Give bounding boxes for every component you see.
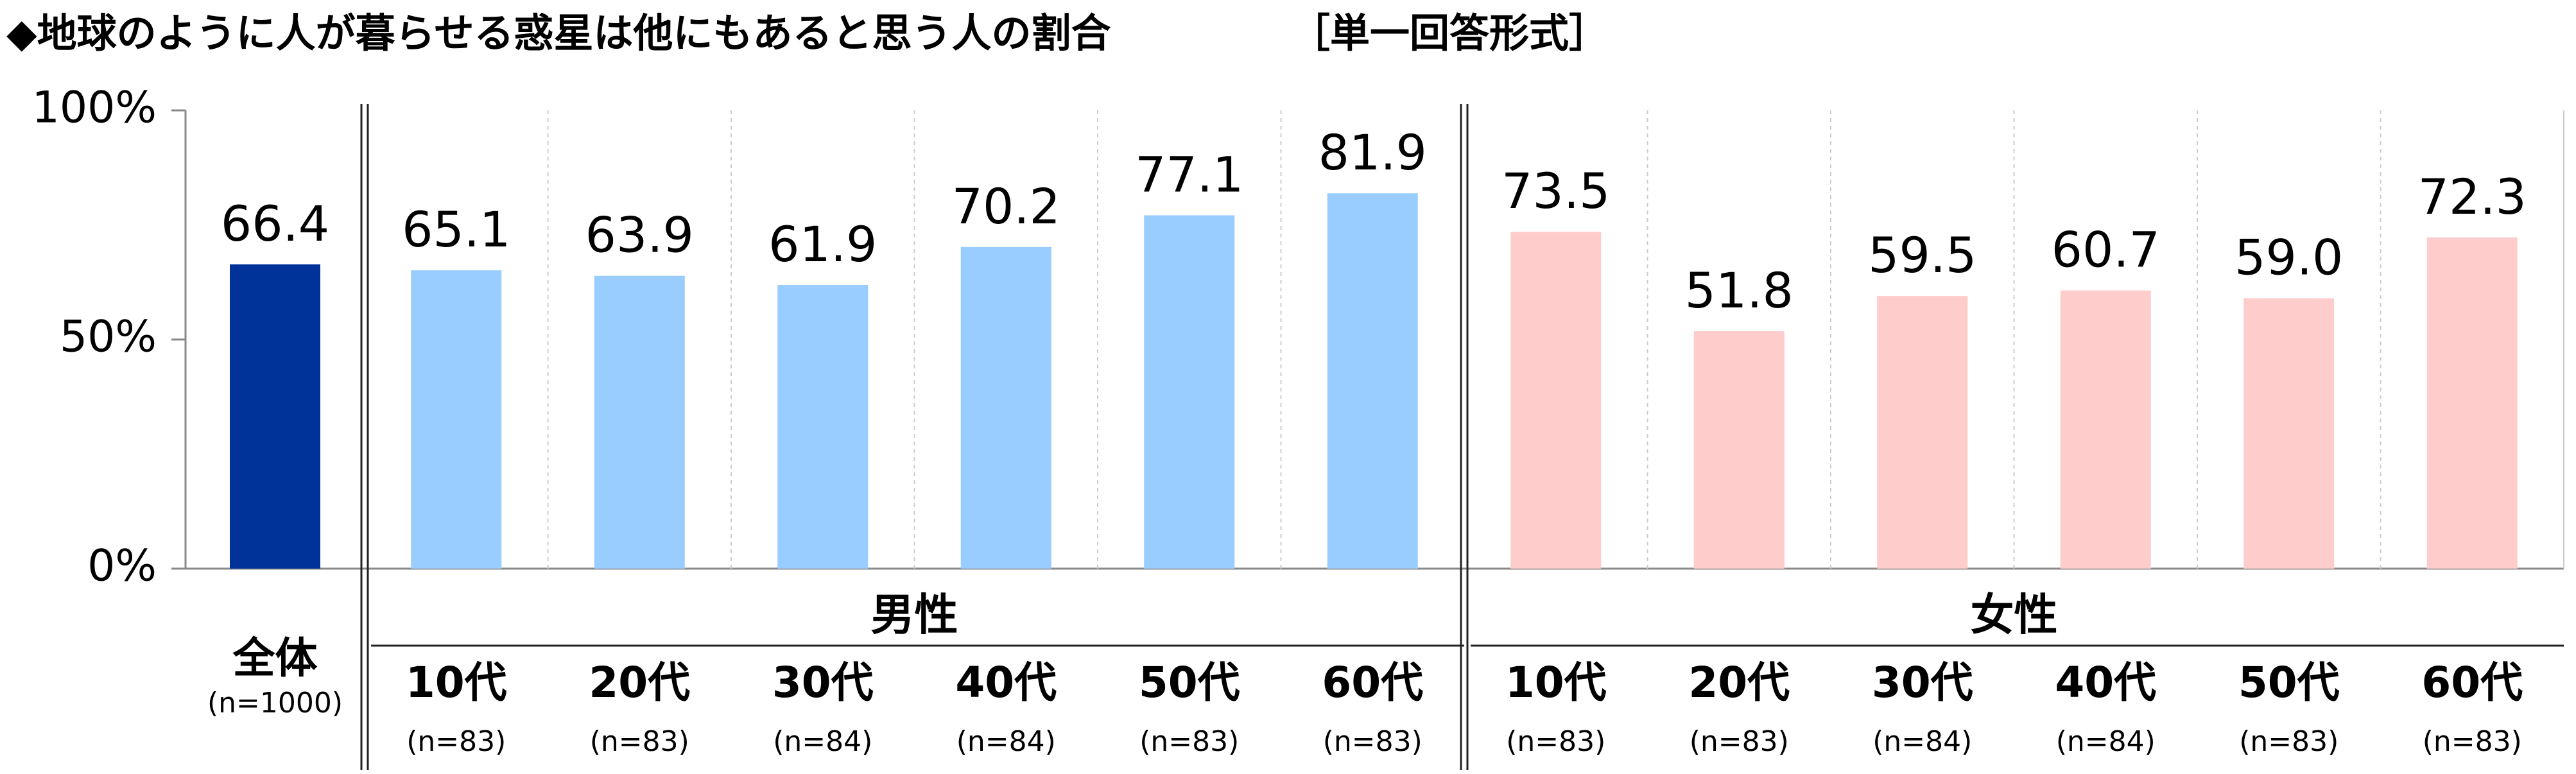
y-tick-label: 100% [32, 83, 157, 133]
sample-size: (n=83) [406, 725, 506, 758]
category-label: 60代 [1322, 658, 1423, 707]
value-label: 59.0 [2235, 229, 2343, 286]
sample-size: (n=84) [2056, 725, 2156, 758]
sample-size: (n=83) [590, 725, 689, 758]
sample-size: (n=83) [2239, 725, 2338, 758]
chart-subtitle: ［単一回答形式］ [1290, 10, 1609, 56]
value-label: 51.8 [1685, 262, 1794, 319]
bar [2243, 298, 2335, 569]
sample-size: (n=83) [1506, 725, 1605, 758]
category-label: 10代 [1505, 658, 1607, 707]
category-label: 全体 [232, 633, 318, 683]
category-label: 50代 [1139, 658, 1240, 707]
bar [1693, 331, 1785, 569]
bar [1877, 296, 1968, 569]
value-label: 65.1 [402, 201, 510, 258]
category-label: 20代 [1688, 658, 1790, 707]
bar [2060, 290, 2151, 569]
value-label: 72.3 [2418, 168, 2527, 225]
sample-size: (n=84) [956, 725, 1056, 758]
y-tick-label: 50% [60, 312, 157, 363]
category-label: 30代 [772, 658, 874, 707]
bar [1510, 232, 1602, 569]
group-label: 男性 [870, 590, 958, 641]
value-label: 61.9 [768, 216, 877, 273]
sample-size: (n=83) [1323, 725, 1422, 758]
sample-size: (n=83) [1139, 725, 1239, 758]
category-label: 10代 [406, 658, 507, 707]
bar [1327, 193, 1418, 569]
value-label: 70.2 [952, 178, 1060, 235]
value-label: 63.9 [585, 207, 694, 264]
bar [2426, 237, 2518, 569]
value-label: 81.9 [1318, 124, 1427, 181]
category-label: 30代 [1872, 658, 1973, 707]
group-label: 女性 [1970, 590, 2057, 641]
bar [230, 264, 320, 569]
sample-size: (n=83) [1690, 725, 1789, 758]
category-label: 50代 [2238, 658, 2340, 707]
category-label: 40代 [955, 658, 1057, 707]
chart-title: ◆地球のように人が暮らせる惑星は他にもあると思う人の割合 [6, 10, 1111, 56]
value-label: 66.4 [221, 195, 329, 252]
bar [777, 285, 869, 569]
sample-size: (n=84) [773, 725, 872, 758]
category-label: 20代 [589, 658, 690, 707]
category-label: 40代 [2055, 658, 2156, 707]
value-label: 73.5 [1501, 162, 1610, 219]
sample-size: (n=84) [1872, 725, 1972, 758]
y-tick-label: 0% [87, 541, 157, 592]
category-label: 60代 [2421, 658, 2523, 707]
value-label: 59.5 [1868, 227, 1976, 284]
bar [960, 246, 1051, 569]
sample-size: (n=1000) [207, 687, 343, 719]
bar [1144, 215, 1235, 569]
bar [594, 275, 685, 569]
bar [411, 270, 502, 569]
value-label: 60.7 [2052, 221, 2160, 279]
value-label: 77.1 [1135, 146, 1243, 203]
sample-size: (n=83) [2423, 725, 2522, 758]
